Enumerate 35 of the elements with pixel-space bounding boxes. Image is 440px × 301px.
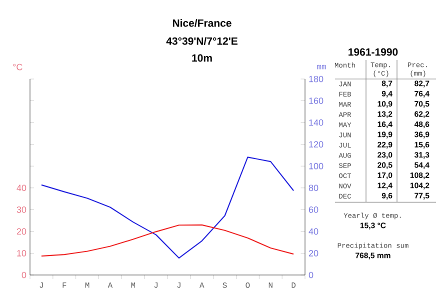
- y2-tick-label: 100: [309, 162, 324, 170]
- y-tick-label: 20: [16, 228, 26, 235]
- x-tick-label: J: [154, 282, 158, 288]
- line-series: [40, 224, 294, 257]
- y-tick-label: 0: [22, 272, 26, 278]
- x-tick-label: A: [108, 282, 113, 288]
- chart-title: Nice/France: [172, 19, 232, 27]
- y2-tick-label: 20: [308, 250, 318, 256]
- y2-tick-label: 60: [308, 206, 318, 213]
- x-tick-label: J: [177, 282, 180, 288]
- x-tick-label: D: [292, 282, 296, 288]
- text: 1961-1990: [348, 48, 398, 56]
- chart-subtitle: 43°39'N/7°12'E: [166, 37, 238, 45]
- x-tick-label: A: [199, 282, 204, 288]
- x-tick-label: M: [131, 282, 136, 288]
- y-axis-title: °C: [13, 64, 22, 70]
- y2-axis-title: mm: [317, 64, 326, 70]
- y-tick-label: 10: [17, 250, 26, 256]
- x-tick-label: N: [268, 282, 272, 288]
- x-tick-label: F: [62, 282, 66, 288]
- y2-tick-label: 80: [308, 184, 318, 192]
- line-series: [40, 156, 294, 259]
- y2-tick-label: 120: [309, 141, 324, 148]
- x-tick-label: M: [85, 282, 90, 288]
- y2-tick-label: 160: [309, 98, 324, 104]
- y2-tick-label: 140: [309, 119, 324, 126]
- y2-tick-label: 180: [309, 76, 324, 82]
- y2-tick-label: 0: [308, 272, 314, 278]
- y-tick-label: 30: [16, 206, 26, 213]
- text: 10m: [192, 54, 212, 62]
- x-tick-label: O: [246, 282, 250, 288]
- y-tick-label: 40: [16, 184, 26, 192]
- x-tick-label: S: [222, 282, 227, 288]
- y2-tick-label: 40: [308, 228, 318, 235]
- x-tick-label: J: [40, 282, 43, 288]
